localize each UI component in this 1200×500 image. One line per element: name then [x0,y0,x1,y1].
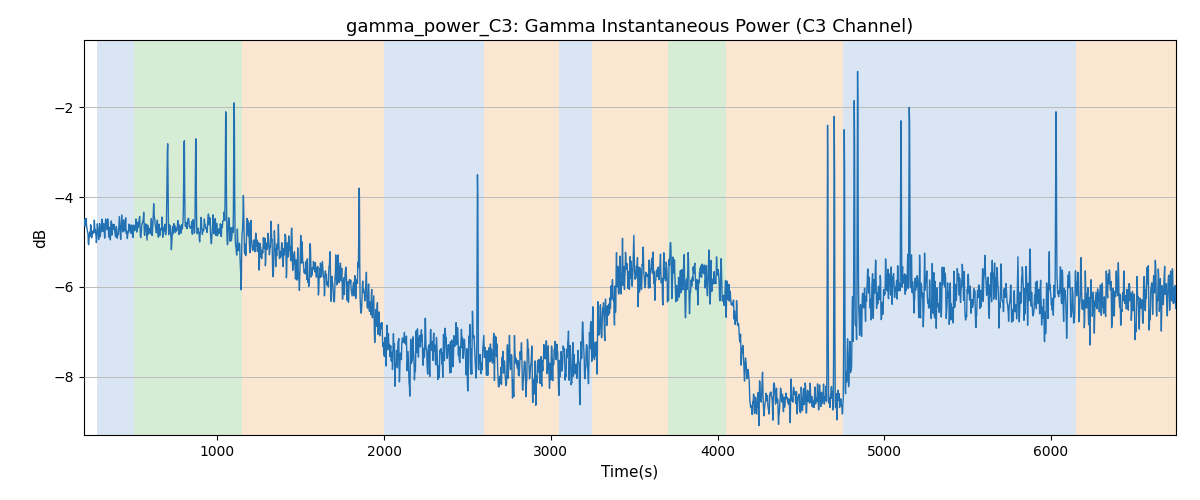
Bar [842,40,1076,435]
X-axis label: Time(s): Time(s) [601,464,659,479]
Y-axis label: dB: dB [34,228,48,248]
Bar [667,40,726,435]
Title: gamma_power_C3: Gamma Instantaneous Power (C3 Channel): gamma_power_C3: Gamma Instantaneous Powe… [347,18,913,36]
Bar [593,40,667,435]
Bar [726,40,842,435]
Bar [134,40,242,435]
Bar [484,40,559,435]
Bar [242,40,384,435]
Bar [1076,40,1176,435]
Bar [97,40,134,435]
Bar [559,40,593,435]
Bar [384,40,484,435]
